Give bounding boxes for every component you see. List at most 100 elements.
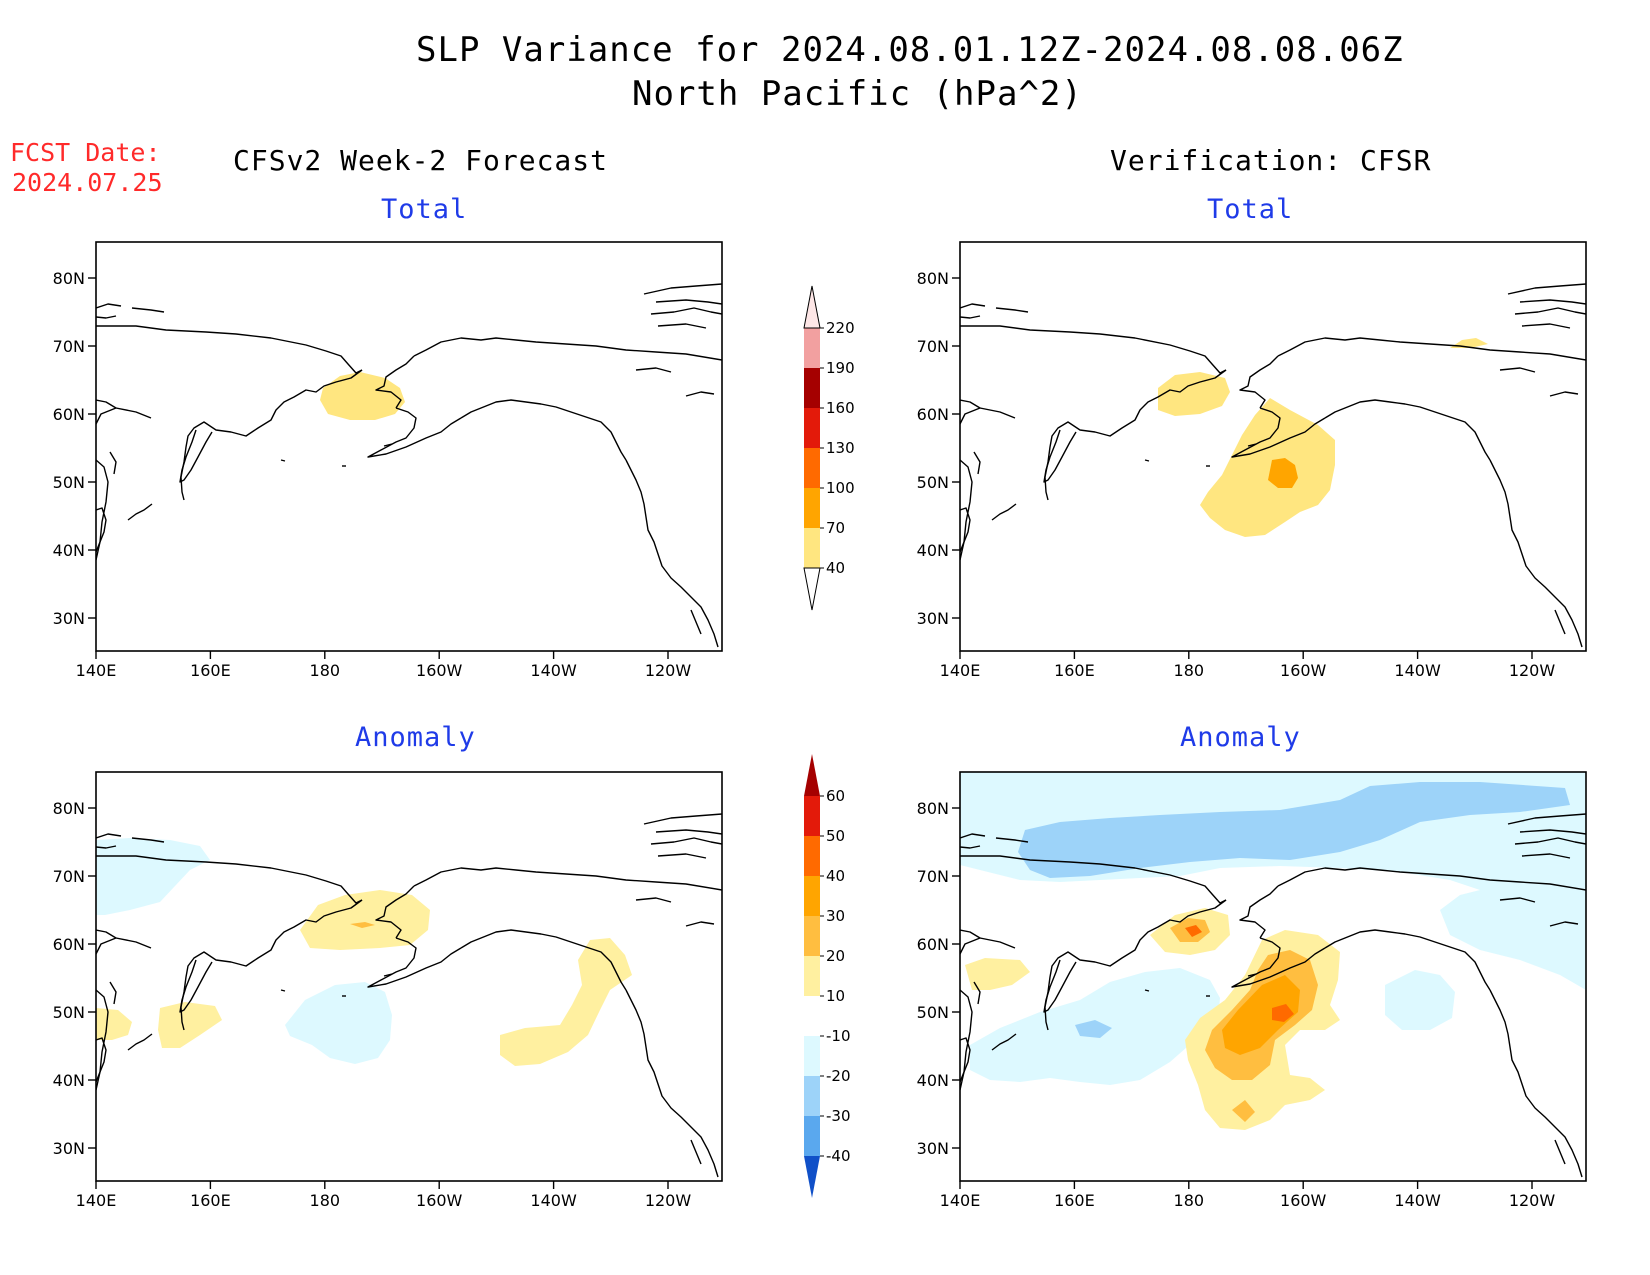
lon-label-verification-anomaly: 180 bbox=[1174, 1191, 1205, 1210]
panel-title-forecast-total: Total bbox=[381, 194, 468, 225]
lat-label-forecast-total: 60N bbox=[53, 405, 85, 424]
anomaly-colorbar-top-arrow bbox=[804, 754, 820, 796]
anomaly-colorbar-box bbox=[804, 916, 820, 956]
contour-fa-pos-bering-core bbox=[350, 922, 375, 928]
contour-va-neg-east bbox=[1385, 970, 1455, 1030]
lat-label-verification-total: 30N bbox=[917, 609, 949, 628]
lon-label-verification-total: 140E bbox=[940, 661, 981, 680]
contour-fa-neg-central bbox=[285, 982, 392, 1064]
lon-label-forecast-total: 180 bbox=[310, 661, 341, 680]
total-colorbar-label: 190 bbox=[826, 359, 855, 377]
contour-va-neg-arctic-core bbox=[1018, 782, 1570, 878]
lat-label-forecast-total: 30N bbox=[53, 609, 85, 628]
lon-label-forecast-total: 160E bbox=[190, 661, 231, 680]
lon-label-verification-anomaly: 160E bbox=[1054, 1191, 1095, 1210]
map-forecast-total bbox=[95, 241, 723, 652]
contour-fa-pos-coast bbox=[500, 938, 632, 1066]
contour-va-pos-west bbox=[965, 958, 1030, 990]
lat-label-verification-anomaly: 40N bbox=[917, 1071, 949, 1090]
anomaly-colorbar-label: -40 bbox=[826, 1147, 851, 1165]
total-colorbar-label: 70 bbox=[826, 519, 845, 537]
contour-va-pos-central-40 bbox=[1272, 1004, 1294, 1022]
anomaly-colorbar-label: 50 bbox=[826, 827, 845, 845]
axes-layer: 140E 160E 180 160W 140W 120W 80N 70N 60N 50N 40N 30… bbox=[53, 269, 1556, 1210]
total-colorbar-label: 130 bbox=[826, 439, 855, 457]
lon-label-forecast-anomaly: 160W bbox=[416, 1191, 463, 1210]
lon-label-forecast-anomaly: 160E bbox=[190, 1191, 231, 1210]
lat-label-forecast-total: 70N bbox=[53, 337, 85, 356]
anomaly-colorbar-box bbox=[804, 836, 820, 876]
figure-title-line1: SLP Variance for 2024.08.01.12Z-2024.08.… bbox=[416, 30, 1404, 70]
contour-verif-total-pacific-70 bbox=[1268, 458, 1298, 488]
lon-label-verification-anomaly: 160W bbox=[1280, 1191, 1327, 1210]
lon-label-forecast-total: 160W bbox=[416, 661, 463, 680]
panel-title-verification-total: Total bbox=[1207, 194, 1294, 225]
total-colorbar-bottom-arrow bbox=[803, 567, 821, 611]
anomaly-colorbar-label: 60 bbox=[826, 787, 845, 805]
contour-fa-neg-arctic bbox=[96, 838, 210, 915]
anomaly-colorbar-bottom-arrow bbox=[804, 1156, 820, 1198]
lon-label-verification-anomaly: 140W bbox=[1394, 1191, 1441, 1210]
lon-label-verification-total: 160E bbox=[1054, 661, 1095, 680]
forecast-column-title: CFSv2 Week-2 Forecast bbox=[233, 144, 609, 177]
anomaly-colorbar-box bbox=[804, 956, 820, 996]
lon-label-verification-total: 120W bbox=[1509, 661, 1556, 680]
anomaly-colorbar-box bbox=[804, 796, 820, 836]
lat-label-verification-total: 50N bbox=[917, 473, 949, 492]
contour-va-neg-west-core bbox=[1075, 1020, 1112, 1038]
lat-label-verification-total: 40N bbox=[917, 541, 949, 560]
contour-fa-pos-west bbox=[96, 1008, 132, 1040]
total-colorbar-box-160 bbox=[804, 368, 820, 408]
contour-fa-pos-kuril bbox=[158, 1002, 222, 1048]
lat-label-verification-anomaly: 30N bbox=[917, 1139, 949, 1158]
lat-label-forecast-anomaly: 70N bbox=[53, 867, 85, 886]
total-colorbar-label: 220 bbox=[826, 319, 855, 337]
fcst-date-value: 2024.07.25 bbox=[12, 168, 163, 197]
total-colorbar-top-arrow bbox=[803, 285, 821, 329]
total-colorbar-label: 100 bbox=[826, 479, 855, 497]
lon-label-forecast-anomaly: 180 bbox=[310, 1191, 341, 1210]
panel-title-verification-anomaly: Anomaly bbox=[1180, 722, 1301, 753]
anomaly-colorbar-label: 10 bbox=[826, 987, 845, 1005]
lat-label-forecast-anomaly: 50N bbox=[53, 1003, 85, 1022]
anomaly-colorbar-box bbox=[804, 996, 820, 1036]
lat-label-verification-anomaly: 70N bbox=[917, 867, 949, 886]
contour-va-pos-central-30 bbox=[1222, 975, 1300, 1055]
anomaly-colorbar-label: 30 bbox=[826, 907, 845, 925]
total-colorbar-box-40 bbox=[804, 528, 820, 568]
lon-label-verification-anomaly: 140E bbox=[940, 1191, 981, 1210]
anomaly-colorbar-box bbox=[804, 1116, 820, 1156]
lat-label-verification-total: 80N bbox=[917, 269, 949, 288]
lon-label-forecast-total: 120W bbox=[645, 661, 692, 680]
lat-label-verification-anomaly: 50N bbox=[917, 1003, 949, 1022]
lat-label-verification-anomaly: 60N bbox=[917, 935, 949, 954]
lon-label-forecast-total: 140E bbox=[76, 661, 117, 680]
lat-label-verification-total: 60N bbox=[917, 405, 949, 424]
map-verification-anomaly bbox=[959, 771, 1587, 1182]
lat-label-forecast-anomaly: 60N bbox=[53, 935, 85, 954]
panel-title-forecast-anomaly: Anomaly bbox=[355, 722, 476, 753]
anomaly-colorbar-label: 20 bbox=[826, 947, 845, 965]
anomaly-colorbar-label: -10 bbox=[826, 1027, 851, 1045]
total-colorbar-box-100 bbox=[804, 448, 820, 488]
total-colorbar-label: 40 bbox=[826, 559, 845, 577]
total-colorbar-box-70 bbox=[804, 488, 820, 528]
lat-label-forecast-anomaly: 80N bbox=[53, 799, 85, 818]
anomaly-colorbar-box bbox=[804, 1076, 820, 1116]
contour-verif-total-bering-40 bbox=[1158, 372, 1230, 416]
figure-title-line2: North Pacific (hPa^2) bbox=[632, 74, 1083, 114]
contour-va-pos-bering-40 bbox=[1185, 925, 1202, 937]
lon-label-forecast-anomaly: 140E bbox=[76, 1191, 117, 1210]
total-colorbar-label: 160 bbox=[826, 399, 855, 417]
total-colorbar-box-130 bbox=[804, 408, 820, 448]
total-colorbar-box-190 bbox=[804, 328, 820, 368]
lat-label-verification-anomaly: 80N bbox=[917, 799, 949, 818]
lon-label-verification-total: 140W bbox=[1394, 661, 1441, 680]
verification-column-title: Verification: CFSR bbox=[1110, 144, 1432, 177]
lon-label-verification-anomaly: 120W bbox=[1509, 1191, 1556, 1210]
colorbar-total: 40 70 100 130 160 190 220 bbox=[803, 285, 855, 611]
lat-label-forecast-total: 50N bbox=[53, 473, 85, 492]
lat-label-forecast-total: 80N bbox=[53, 269, 85, 288]
anomaly-colorbar-label: -20 bbox=[826, 1067, 851, 1085]
